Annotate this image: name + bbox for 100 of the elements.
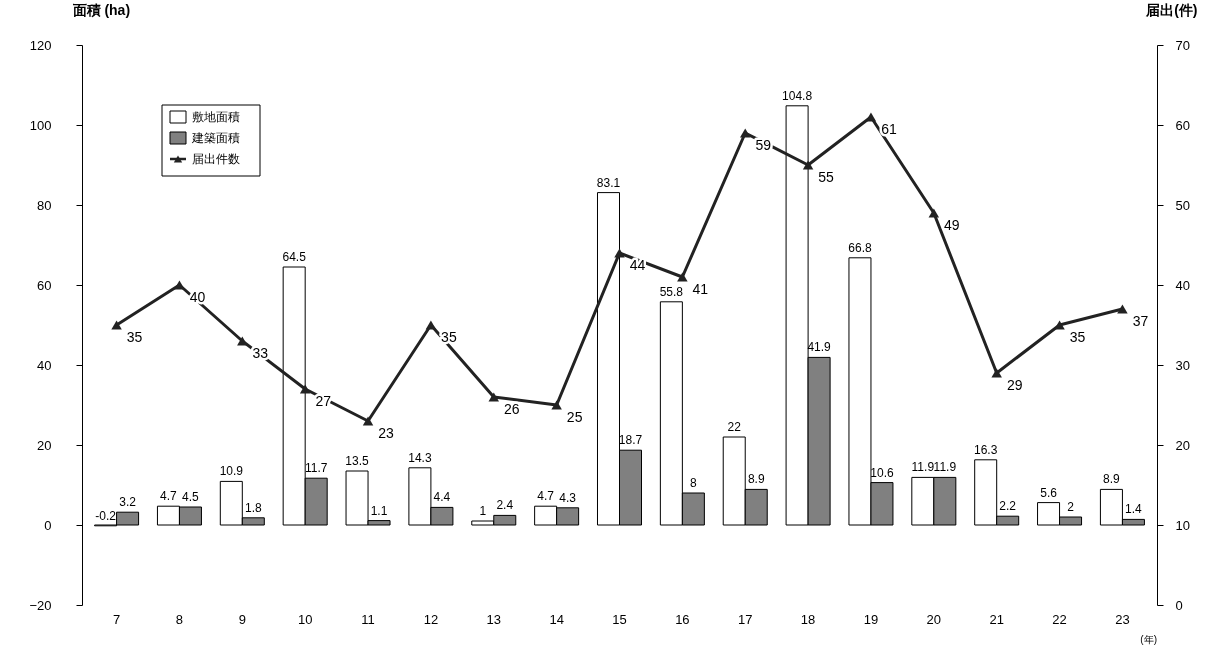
y2-tick-label: 10 — [1175, 517, 1190, 533]
x-tick-label: 17 — [738, 611, 753, 627]
point — [739, 128, 751, 138]
x-tick-label: 22 — [1052, 611, 1067, 627]
legend-label: 敷地面積 — [192, 110, 240, 124]
y-tick-label: −20 — [29, 597, 52, 613]
data-label: 8.9 — [747, 472, 765, 487]
point — [1117, 304, 1128, 314]
data-label: 18.7 — [618, 433, 643, 448]
data-label: 26 — [503, 401, 520, 417]
data-label: 41 — [692, 281, 709, 297]
y2-tick-label: 20 — [1175, 437, 1190, 453]
data-label: 4.7 — [160, 489, 178, 504]
point — [614, 248, 625, 258]
y-tick-label: 0 — [44, 517, 52, 533]
y2-tick-label: 50 — [1175, 197, 1190, 213]
x-tick-label: 13 — [486, 611, 501, 627]
data-label: 61 — [881, 121, 897, 137]
x-tick-label: 16 — [675, 611, 690, 627]
y-tick-label: 60 — [37, 277, 52, 293]
data-label: 2 — [1067, 500, 1075, 514]
data-label: 37 — [1132, 313, 1149, 329]
data-label: 1.4 — [1125, 502, 1143, 517]
data-label: 14.3 — [408, 450, 432, 465]
x-tick-label: 10 — [297, 611, 313, 627]
x-tick-label: 8 — [175, 611, 184, 627]
point — [551, 400, 562, 410]
point — [928, 208, 940, 218]
data-label: 64.5 — [282, 250, 307, 264]
x-tick-label: 20 — [926, 611, 942, 627]
y2-tick-label: 70 — [1175, 37, 1190, 53]
point — [174, 280, 185, 290]
x-tick-label: 18 — [800, 611, 816, 627]
y2-tick-label: 60 — [1175, 117, 1190, 133]
data-label: 13.5 — [345, 454, 370, 468]
y-tick-label: 40 — [37, 357, 52, 373]
y-tick-label: 100 — [29, 117, 52, 133]
data-label: 3.2 — [119, 495, 137, 510]
data-label: 1.1 — [370, 503, 388, 518]
y-tick-label: 20 — [37, 437, 52, 453]
data-label: 49 — [944, 217, 960, 233]
y2-tick-label: 40 — [1175, 277, 1190, 293]
x-tick-label: 14 — [549, 611, 564, 627]
data-label: 55.8 — [659, 284, 684, 299]
x-tick-label: 9 — [238, 611, 246, 627]
data-label: 83.1 — [596, 175, 621, 190]
data-label: 8 — [690, 476, 698, 490]
data-label: 10.6 — [870, 465, 894, 480]
data-label: 1 — [479, 504, 487, 518]
x-tick-label: 19 — [863, 611, 879, 627]
data-label: 29 — [1006, 377, 1023, 393]
data-label: 2.4 — [496, 498, 514, 513]
data-label: 4.3 — [559, 490, 577, 505]
y2-tick-label: 0 — [1175, 597, 1183, 613]
point — [802, 160, 814, 170]
point — [991, 368, 1002, 378]
data-label: 11.9 — [933, 460, 957, 475]
data-label: 11.7 — [304, 461, 328, 476]
x-tick-label: 23 — [1115, 611, 1130, 627]
legend-label: 建築面積 — [191, 131, 240, 145]
point — [488, 392, 500, 402]
data-label: 35 — [126, 329, 143, 345]
data-label: 1.8 — [244, 500, 262, 515]
data-label: 2.2 — [999, 499, 1017, 514]
y-axis-title: 面積 (ha) — [71, 1, 131, 18]
data-label: 23 — [378, 425, 395, 441]
x-tick-label: 21 — [989, 611, 1004, 627]
data-label: 44 — [629, 257, 646, 273]
data-label: 25 — [566, 409, 583, 425]
point — [362, 416, 374, 426]
x-tick-label: 11 — [361, 611, 375, 627]
data-label: 55 — [818, 169, 835, 185]
data-label: 5.6 — [1040, 485, 1058, 500]
data-label: 4.4 — [433, 490, 451, 505]
data-label: 66.8 — [848, 240, 872, 255]
data-label: 35 — [441, 329, 457, 345]
y2-axis-title: 届出(件) — [1145, 1, 1198, 18]
y-tick-label: 80 — [37, 197, 52, 213]
legend-label: 届出件数 — [192, 152, 240, 166]
y2-tick-label: 30 — [1175, 357, 1190, 373]
data-label: -0.2 — [95, 508, 117, 523]
y-tick-label: 120 — [29, 37, 52, 53]
data-label: 22 — [727, 420, 742, 434]
data-label: 11.9 — [911, 460, 935, 475]
data-label: 8.9 — [1103, 472, 1121, 487]
data-label: 104.8 — [782, 88, 813, 103]
x-tick-label: 7 — [112, 611, 121, 627]
point — [299, 384, 311, 394]
data-label: 35 — [1069, 329, 1086, 345]
point — [677, 272, 688, 282]
point — [425, 320, 437, 330]
x-axis-title: (年) — [1140, 634, 1157, 645]
point — [111, 320, 122, 330]
data-label: 16.3 — [974, 442, 998, 457]
point — [1054, 320, 1065, 330]
data-label: 10.9 — [219, 464, 244, 479]
x-tick-label: 15 — [612, 611, 627, 627]
data-label: 4.7 — [537, 489, 555, 504]
x-tick-label: 12 — [423, 611, 439, 627]
data-label: 4.5 — [182, 490, 200, 504]
